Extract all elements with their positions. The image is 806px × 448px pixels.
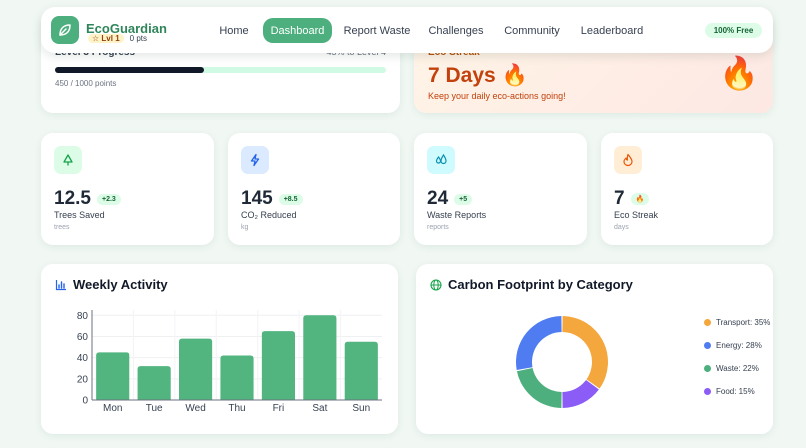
- stat-unit: reports: [427, 224, 449, 231]
- carbon-footprint-legend: Transport: 35% Energy: 28% Waste: 22% Food:…: [704, 317, 770, 409]
- stat-label: Trees Saved: [54, 210, 105, 220]
- legend-item-food[interactable]: Food: 15%: [704, 386, 770, 397]
- stat-delta-badge: +8.5: [278, 193, 303, 205]
- bar-sat[interactable]: [303, 315, 337, 400]
- carbon-footprint-card: Carbon Footprint by Category Transport: …: [416, 264, 773, 434]
- y-tick-label: 20: [77, 374, 89, 385]
- stat-value-row: 12.5 +2.3: [54, 188, 121, 210]
- carbon-footprint-header: Carbon Footprint by Category: [430, 277, 633, 292]
- legend-item-waste[interactable]: Waste: 22%: [704, 363, 770, 374]
- lightning-icon: [241, 146, 269, 174]
- stat-unit: trees: [54, 224, 70, 231]
- legend-label: Waste: 22%: [716, 364, 759, 373]
- x-tick-label: Thu: [228, 403, 245, 414]
- slice-transport[interactable]: [562, 316, 608, 389]
- weekly-activity-chart: 0 20 40 60 80 Mon Tue Wed Thu Fri Sat Sun: [77, 310, 382, 414]
- fire-icon: 🔥: [719, 55, 759, 91]
- bar-sun[interactable]: [344, 341, 378, 400]
- level-progress-fill: [55, 67, 204, 73]
- free-badge: 100% Free: [705, 23, 762, 38]
- legend-item-energy[interactable]: Energy: 28%: [704, 340, 770, 351]
- x-tick-label: Wed: [185, 403, 205, 414]
- stat-label: Eco Streak: [614, 210, 659, 220]
- droplets-icon: [427, 146, 455, 174]
- level-badge: ☆ Lvl 1: [88, 34, 124, 43]
- slice-food[interactable]: [562, 379, 599, 408]
- nav-home[interactable]: Home: [219, 24, 249, 37]
- nav-leaderboard[interactable]: Leaderboard: [580, 24, 644, 37]
- legend-dot: [704, 388, 711, 395]
- bar-tue[interactable]: [137, 366, 171, 400]
- stat-delta-badge: 🔥: [630, 193, 650, 205]
- nav-community[interactable]: Community: [504, 24, 560, 37]
- x-tick-label: Tue: [146, 403, 163, 414]
- weekly-activity-title: Weekly Activity: [73, 277, 168, 292]
- x-tick-label: Fri: [273, 403, 285, 414]
- nav-challenges[interactable]: Challenges: [428, 24, 484, 37]
- bar-fri[interactable]: [261, 331, 295, 400]
- y-tick-label: 40: [77, 353, 89, 364]
- carbon-footprint-chart: [516, 316, 608, 408]
- stat-value: 24: [427, 188, 449, 209]
- bar-chart-icon: [55, 279, 66, 290]
- y-tick-label: 60: [77, 332, 89, 343]
- legend-item-transport[interactable]: Transport: 35%: [704, 317, 770, 328]
- weekly-activity-header: Weekly Activity: [55, 277, 168, 292]
- nav-report-waste[interactable]: Report Waste: [343, 24, 411, 37]
- stat-value: 7: [614, 188, 625, 209]
- nav-dashboard[interactable]: Dashboard: [263, 18, 332, 43]
- legend-dot: [704, 319, 711, 326]
- stat-value-row: 145 +8.5: [241, 188, 303, 210]
- carbon-footprint-title: Carbon Footprint by Category: [448, 277, 633, 292]
- x-tick-label: Mon: [103, 403, 122, 414]
- bar-wed[interactable]: [179, 338, 213, 400]
- bar-mon[interactable]: [96, 352, 130, 400]
- stat-unit: days: [614, 224, 629, 231]
- streak-value: 7 Days 🔥: [428, 64, 528, 87]
- x-tick-label: Sat: [312, 403, 327, 414]
- streak-subtitle: Keep your daily eco-actions going!: [428, 91, 566, 101]
- stat-value: 12.5: [54, 188, 91, 209]
- stat-value: 145: [241, 188, 273, 209]
- stat-label: Waste Reports: [427, 210, 487, 220]
- weekly-activity-card: Weekly Activity 0 20 40 60 80 Mon Tue Wed Thu Fri…: [41, 264, 398, 434]
- legend-dot: [704, 342, 711, 349]
- stat-card-co2: 145 +8.5 CO₂ Reduced kg: [228, 133, 400, 245]
- stat-card-streak: 7 🔥 Eco Streak days: [601, 133, 773, 245]
- leaf-logo-icon[interactable]: [51, 16, 79, 44]
- level-label: Lvl 1: [101, 34, 120, 43]
- user-level-info: ☆ Lvl 1 0 pts: [88, 34, 147, 43]
- y-tick-label: 0: [82, 396, 88, 407]
- flame-icon: [614, 146, 642, 174]
- top-navigation: EcoGuardian ☆ Lvl 1 0 pts Home Dashboard…: [41, 7, 773, 53]
- points-label: 0 pts: [129, 34, 147, 43]
- slice-waste[interactable]: [516, 368, 562, 408]
- stat-card-waste: 24 +5 Waste Reports reports: [414, 133, 587, 245]
- legend-dot: [704, 365, 711, 372]
- x-tick-label: Sun: [352, 403, 370, 414]
- stat-delta-badge: +5: [454, 193, 473, 205]
- tree-icon: [54, 146, 82, 174]
- legend-label: Transport: 35%: [716, 318, 771, 327]
- legend-label: Energy: 28%: [716, 341, 762, 350]
- stat-value-row: 7 🔥: [614, 188, 650, 210]
- stat-unit: kg: [241, 224, 249, 231]
- globe-icon: [430, 278, 442, 291]
- bar-thu[interactable]: [220, 355, 254, 400]
- level-progress-bar: [55, 67, 386, 73]
- legend-label: Food: 15%: [716, 387, 755, 396]
- stat-label: CO₂ Reduced: [241, 210, 297, 220]
- stat-card-trees: 12.5 +2.3 Trees Saved trees: [41, 133, 214, 245]
- points-progress-text: 450 / 1000 points: [55, 79, 117, 88]
- stat-delta-badge: +2.3: [96, 193, 121, 205]
- stat-value-row: 24 +5: [427, 188, 473, 210]
- brand-name[interactable]: EcoGuardian: [86, 21, 167, 36]
- slice-energy[interactable]: [516, 316, 562, 371]
- y-tick-label: 80: [77, 311, 89, 322]
